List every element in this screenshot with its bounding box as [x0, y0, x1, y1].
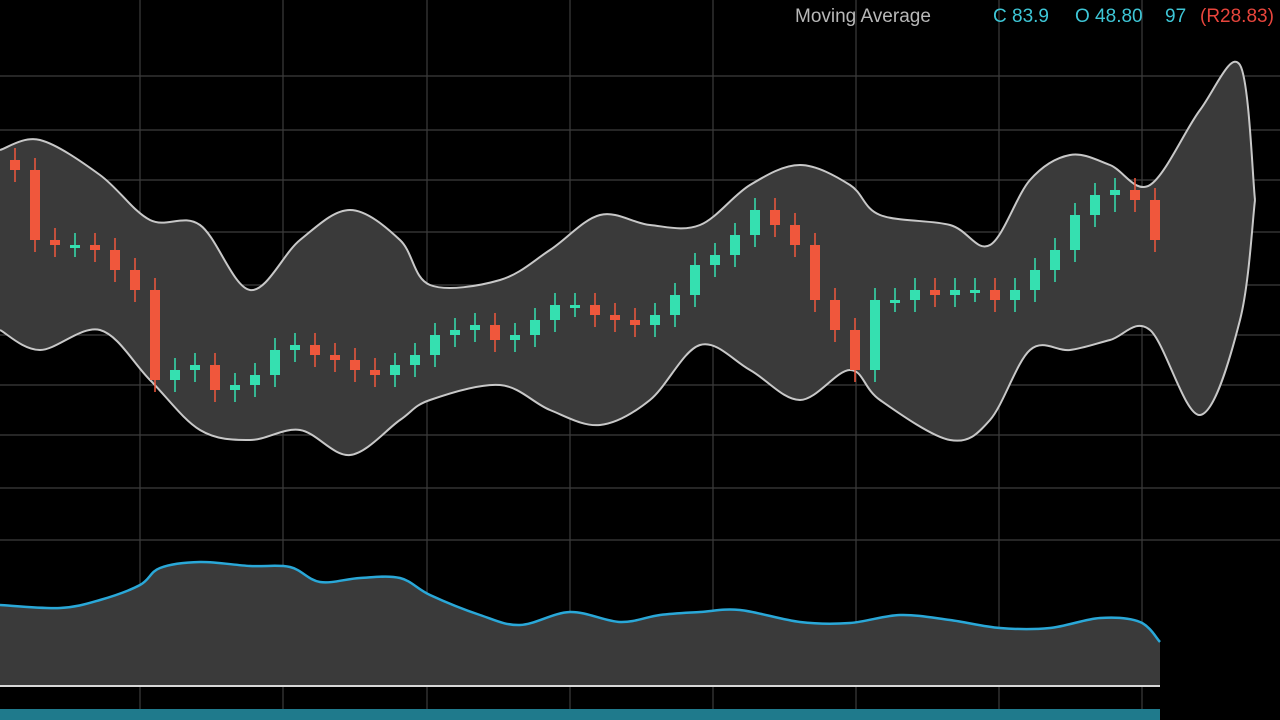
- candle-body: [730, 235, 740, 255]
- candle-body: [370, 370, 380, 375]
- candle-body: [830, 300, 840, 330]
- candle-body: [230, 385, 240, 390]
- candle-body: [110, 250, 120, 270]
- candle-body: [710, 255, 720, 265]
- candle-body: [1050, 250, 1060, 270]
- candle-body: [790, 225, 800, 245]
- indicator-area: [0, 561, 1160, 686]
- candle-body: [970, 290, 980, 293]
- candle-body: [250, 375, 260, 385]
- candle-body: [270, 350, 280, 375]
- candle-body: [650, 315, 660, 325]
- band-upper: [0, 61, 1256, 292]
- header-label: Moving Average: [795, 6, 931, 27]
- candle-body: [1110, 190, 1120, 195]
- candle-body: [490, 325, 500, 340]
- header-label: C 83.9: [993, 6, 1049, 27]
- candle-body: [290, 345, 300, 350]
- candle-body: [950, 290, 960, 295]
- candle-body: [70, 245, 80, 248]
- candle-body: [410, 355, 420, 365]
- candle-body: [690, 265, 700, 295]
- candle-body: [1150, 200, 1160, 240]
- candle-body: [1130, 190, 1140, 200]
- candle-body: [90, 245, 100, 250]
- candle-body: [330, 355, 340, 360]
- candle-body: [550, 305, 560, 320]
- candle-body: [990, 290, 1000, 300]
- candle-body: [430, 335, 440, 355]
- candle-body: [870, 300, 880, 370]
- candle-body: [310, 345, 320, 355]
- candle-body: [390, 365, 400, 375]
- candle-body: [470, 325, 480, 330]
- candle-body: [50, 240, 60, 245]
- indicator-line: [0, 560, 1161, 643]
- candle-body: [590, 305, 600, 315]
- candle-body: [770, 210, 780, 225]
- candle-body: [130, 270, 140, 290]
- candle-body: [670, 295, 680, 315]
- candle-body: [910, 290, 920, 300]
- candle-body: [1030, 270, 1040, 290]
- header-label: O 48.80: [1075, 6, 1143, 27]
- candle-body: [450, 330, 460, 335]
- candle-body: [210, 365, 220, 390]
- candle-body: [1010, 290, 1020, 300]
- candle-body: [1090, 195, 1100, 215]
- candle-body: [510, 335, 520, 340]
- candle-body: [530, 320, 540, 335]
- candle-body: [850, 330, 860, 370]
- candle-body: [170, 370, 180, 380]
- candle-body: [150, 290, 160, 380]
- candle-body: [610, 315, 620, 320]
- candle-body: [810, 245, 820, 300]
- candle-body: [350, 360, 360, 370]
- candle-body: [190, 365, 200, 370]
- band-fill: [0, 61, 1255, 456]
- candle-body: [750, 210, 760, 235]
- band-lower: [0, 199, 1256, 457]
- header-label: 97: [1165, 6, 1186, 27]
- candle-body: [630, 320, 640, 325]
- candle-body: [890, 300, 900, 303]
- candle-body: [1070, 215, 1080, 250]
- candle-body: [930, 290, 940, 295]
- candle-body: [10, 160, 20, 170]
- bottom-bar: [0, 709, 1160, 720]
- header-label: (R28.83): [1200, 6, 1274, 27]
- candle-body: [30, 170, 40, 240]
- candle-body: [570, 305, 580, 308]
